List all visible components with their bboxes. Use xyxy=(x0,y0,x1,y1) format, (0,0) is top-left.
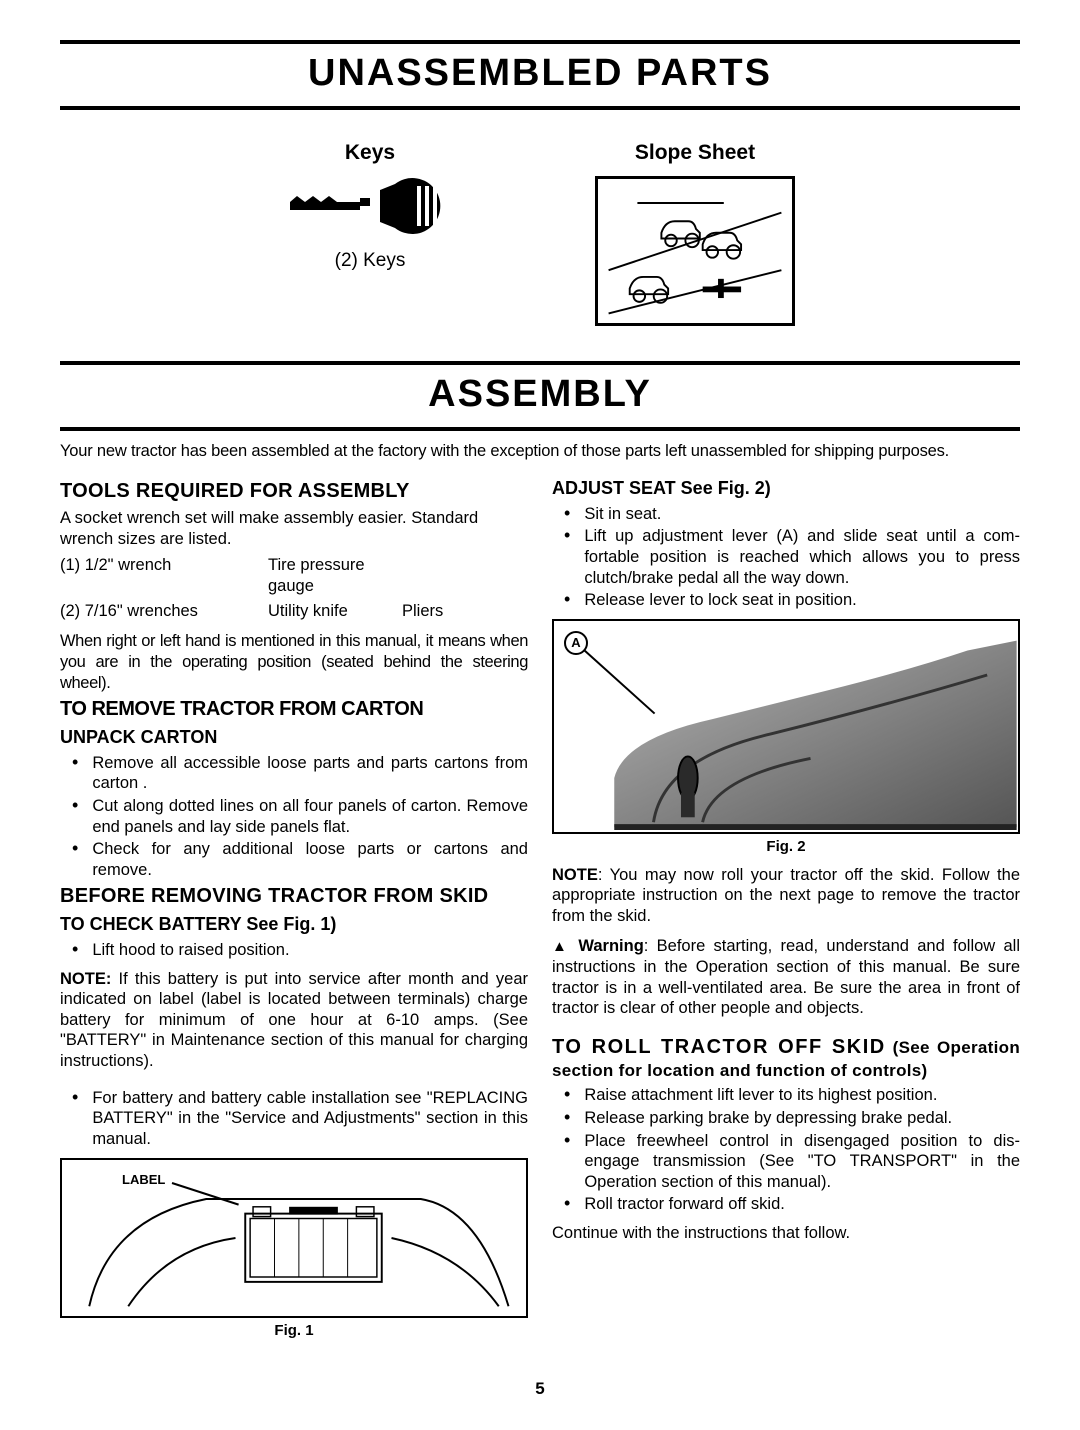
list-item: Cut along dotted lines on all four panel… xyxy=(60,796,528,837)
list-text: Lift hood to raised position. xyxy=(92,940,289,961)
parts-slope-col: Slope Sheet xyxy=(595,140,795,332)
section-title-unassembled: Unassembled Parts xyxy=(60,46,1020,104)
list-text: Lift up adjustment lever (A) and slide s… xyxy=(584,526,1020,588)
list-text: Sit in seat. xyxy=(584,504,661,525)
fig1-label: LABEL xyxy=(122,1172,165,1188)
list-item: For battery and battery cable installati… xyxy=(60,1088,528,1150)
warning: ▲ Warning: Before starting, read, unders… xyxy=(552,936,1020,1019)
list-item: Remove all accessible loose parts and pa… xyxy=(60,753,528,794)
fig2-caption: Fig. 2 xyxy=(552,838,1020,857)
adjust-heading: ADJUST SEAT See Fig. 2) xyxy=(552,477,1020,500)
keys-sub: (2) Keys xyxy=(285,249,455,273)
tools-table: (1) 1/2" wrench Tire pressure gauge (2) … xyxy=(60,555,528,621)
list-item: Sit in seat. xyxy=(552,504,1020,525)
continue-text: Continue with the instructions that foll… xyxy=(552,1223,1020,1244)
tool-cell: (1) 1/2" wrench xyxy=(60,555,260,596)
rule-bot-2 xyxy=(60,427,1020,431)
warning-label: Warning xyxy=(578,937,643,955)
note-label: NOTE xyxy=(552,866,598,884)
list-text: Remove all accessible loose parts and pa… xyxy=(92,753,528,794)
tools-para: A socket wrench set will make assembly e… xyxy=(60,508,528,549)
battery-list-1: Lift hood to raised position. xyxy=(60,940,528,961)
right-column: ADJUST SEAT See Fig. 2) Sit in seat. Lif… xyxy=(552,475,1020,1348)
parts-keys-col: Keys (2) Keys xyxy=(285,140,455,273)
tool-cell: Pliers xyxy=(402,601,528,622)
figure-2: A xyxy=(552,619,1020,834)
assembly-intro: Your new tractor has been assembled at t… xyxy=(60,441,1020,462)
tools-heading: Tools Required For Assembly xyxy=(60,479,528,504)
two-column-layout: Tools Required For Assembly A socket wre… xyxy=(60,475,1020,1348)
list-item: Lift hood to raised position. xyxy=(60,940,528,961)
list-text: Roll tractor forward off skid. xyxy=(584,1194,785,1215)
list-item: Place freewheel control in disengaged po… xyxy=(552,1131,1020,1193)
tool-cell: (2) 7/16" wrenches xyxy=(60,601,260,622)
list-item: Raise attachment lift lever to its highe… xyxy=(552,1085,1020,1106)
before-heading: Before Removing Tractor From Skid xyxy=(60,884,528,909)
roll-heading-big: TO ROLL TRACTOR OFF SKID xyxy=(552,1036,886,1058)
list-text: Place freewheel control in disengaged po… xyxy=(584,1131,1020,1193)
note-text: : You may now roll your tractor off the … xyxy=(552,866,1020,925)
list-item: Release lever to lock seat in position. xyxy=(552,590,1020,611)
tool-cell xyxy=(402,555,528,596)
slope-label: Slope Sheet xyxy=(595,140,795,166)
list-text: Raise attachment lift lever to its highe… xyxy=(584,1085,937,1106)
slope-sheet-icon xyxy=(595,176,795,326)
parts-row: Keys (2) Keys Slope Sheet xyxy=(60,110,1020,362)
keys-label: Keys xyxy=(285,140,455,166)
warning-icon: ▲ xyxy=(552,938,578,955)
battery-note: NOTE: If this battery is put into servic… xyxy=(60,969,528,1072)
list-item: Roll tractor forward off skid. xyxy=(552,1194,1020,1215)
list-text: Release lever to lock seat in position. xyxy=(584,590,856,611)
hand-note: When right or left hand is mentioned in … xyxy=(60,631,528,693)
page-number: 5 xyxy=(60,1378,1020,1399)
roll-heading: TO ROLL TRACTOR OFF SKID (See Operation … xyxy=(552,1035,1020,1081)
left-column: Tools Required For Assembly A socket wre… xyxy=(60,475,528,1348)
seat-illustration xyxy=(554,621,1018,832)
key-icon xyxy=(285,176,455,236)
list-item: Check for any additional loose parts or … xyxy=(60,839,528,880)
battery-list-2: For battery and battery cable installati… xyxy=(60,1088,528,1150)
unpack-list: Remove all accessible loose parts and pa… xyxy=(60,753,528,881)
note-2: NOTE: You may now roll your tractor off … xyxy=(552,865,1020,927)
figure-1: LABEL xyxy=(60,1158,528,1318)
list-text: Cut along dotted lines on all four panel… xyxy=(92,796,528,837)
battery-heading: TO CHECK BATTERY See Fig. 1) xyxy=(60,913,528,936)
adjust-list: Sit in seat. Lift up adjustment lever (A… xyxy=(552,504,1020,611)
tool-cell: Utility knife xyxy=(268,601,394,622)
roll-list: Raise attachment lift lever to its highe… xyxy=(552,1085,1020,1215)
tool-cell: Tire pressure gauge xyxy=(268,555,394,596)
list-item: Release parking brake by depressing brak… xyxy=(552,1108,1020,1129)
remove-heading: To Remove Tractor From Carton xyxy=(60,697,528,722)
note-text: If this battery is put into service afte… xyxy=(60,970,528,1071)
list-item: Lift up adjustment lever (A) and slide s… xyxy=(552,526,1020,588)
list-text: For battery and battery cable installati… xyxy=(92,1088,528,1150)
list-text: Check for any additional loose parts or … xyxy=(92,839,528,880)
note-label: NOTE: xyxy=(60,970,111,988)
rule-top-1 xyxy=(60,40,1020,44)
unpack-heading: Unpack Carton xyxy=(60,726,528,749)
rule-top-2 xyxy=(60,361,1020,365)
fig1-caption: Fig. 1 xyxy=(60,1322,528,1341)
section-title-assembly: Assembly xyxy=(60,367,1020,425)
list-text: Release parking brake by depressing brak… xyxy=(584,1108,952,1129)
